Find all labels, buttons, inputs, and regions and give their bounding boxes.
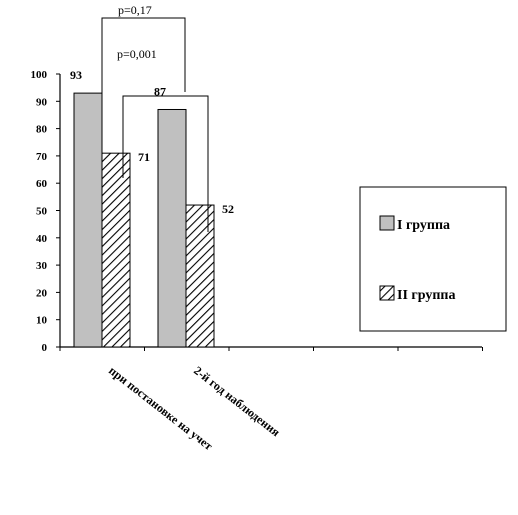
data-label: 93 <box>70 68 82 82</box>
p-value-label: p=0,17 <box>118 3 152 17</box>
y-tick-label: 100 <box>31 69 48 81</box>
legend-frame <box>359 186 507 332</box>
y-tick-label: 40 <box>36 233 48 245</box>
y-tick-label: 30 <box>36 260 48 272</box>
y-tick-label: 20 <box>36 287 48 299</box>
data-label: 52 <box>222 202 234 216</box>
bar-series-2-cat-2 <box>185 204 215 348</box>
y-tick-label: 0 <box>42 342 48 354</box>
y-axis: 0 10 20 30 40 50 60 70 80 90 100 <box>31 69 61 354</box>
x-category-label: 2-й год наблюдения <box>191 363 283 439</box>
y-tick-label: 70 <box>36 151 48 163</box>
data-label: 71 <box>138 150 150 164</box>
y-tick-label: 10 <box>36 315 48 327</box>
legend-label-group-1: I группа <box>397 218 450 233</box>
bar-series-2-cat-1 <box>101 152 131 348</box>
legend-swatch-group-2 <box>379 285 395 301</box>
legend-swatch-group-1 <box>379 215 395 231</box>
data-label: 87 <box>154 84 166 98</box>
y-tick-label: 90 <box>36 96 48 108</box>
data-labels: 93 71 87 52 <box>70 68 234 216</box>
bracket-p0001 <box>122 95 209 232</box>
p-value-label: p=0,001 <box>117 47 157 61</box>
bar-series-1-cat-1 <box>73 92 103 348</box>
bars <box>73 92 215 348</box>
y-tick-label: 50 <box>36 206 48 218</box>
y-tick-label: 80 <box>36 124 48 136</box>
legend-label-group-2: II группа <box>397 288 456 303</box>
bracket-p017 <box>101 17 186 176</box>
significance-brackets: p=0,17 p=0,001 <box>101 3 209 232</box>
bar-series-1-cat-2 <box>157 108 187 348</box>
legend: I группа II группа <box>359 186 507 332</box>
y-tick-label: 60 <box>36 178 48 190</box>
